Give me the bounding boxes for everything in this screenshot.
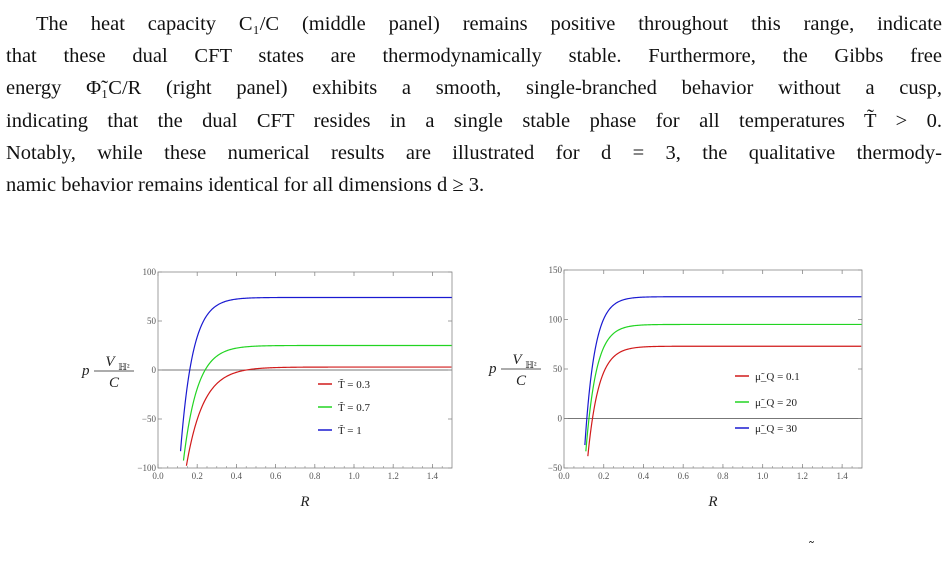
x-tick-label: 1.2 [388,471,399,481]
y-tick-label: −100 [137,463,156,473]
svg-text:ℍ²: ℍ² [525,360,537,370]
paragraph-line-1: The heat capacity C₁/C (middle panel) re… [36,13,942,35]
series-line-1 [587,345,862,457]
x-tick-label: 1.0 [348,471,360,481]
x-tick-label: 0.8 [717,471,729,481]
x-axis-label: R [707,494,717,510]
y-axis-label: pV ℍ² C [488,352,541,389]
paragraph-line-6: namic behavior remains identical for all… [6,174,485,197]
svg-text:C: C [516,373,527,389]
paragraph-line-3: energy Φ̃₁C/R (right panel) exhibits a s… [6,77,942,100]
x-tick-label: 0.6 [270,471,282,481]
svg-text:p: p [488,361,497,377]
x-axis-label: R [299,494,309,510]
svg-text:p: p [81,363,90,379]
x-tick-label: 0.4 [638,471,650,481]
plot-2: 0.0 0.2 0.4 0.6 0.8 1.0 1.2 1.4 150 100 50 0 −50 RpV ℍ… [488,265,863,510]
series-line-2 [585,323,862,452]
x-tick-label: 0.8 [309,471,321,481]
x-tick-label: 1.0 [757,471,769,481]
y-tick-label: 150 [549,265,563,275]
x-tick-label: 0.6 [678,471,690,481]
legend-label: μ̃_Q = 20 [755,397,798,409]
body-paragraph: The heat capacity C₁/C (middle panel) re… [6,8,942,201]
svg-text:C: C [109,375,120,391]
y-tick-label: 100 [143,267,157,277]
legend-label: μ̃_Q = 30 [755,423,798,435]
y-tick-label: −50 [142,414,157,424]
series-line-3 [179,296,452,452]
series-line-1 [185,366,452,466]
series-line-2 [182,344,452,461]
x-tick-label: 1.4 [837,471,849,481]
y-tick-label: 0 [558,414,563,424]
x-tick-label: 1.4 [427,471,439,481]
y-tick-label: 100 [549,315,563,325]
plot-1: 0.0 0.2 0.4 0.6 0.8 1.0 1.2 1.4 100 50 0 −50 −100 RpV… [81,267,453,510]
y-tick-label: 50 [147,316,157,326]
x-tick-label: 0.4 [231,471,243,481]
paragraph-line-4: indicating that the dual CFT resides in … [6,109,942,132]
x-tick-label: 0.0 [558,471,570,481]
y-tick-label: 50 [553,364,563,374]
y-tick-label: 0 [152,365,157,375]
legend-label: T̃ = 1 [338,424,362,437]
caption-fragment: ˜ [808,540,815,556]
paragraph-line-2: that these dual CFT states are thermodyn… [6,45,942,68]
x-tick-label: 0.2 [192,471,203,481]
legend-label: T̃ = 0.3 [338,378,370,391]
series-line-3 [584,296,862,446]
paragraph-line-5: Notably, while these numerical results a… [6,141,942,164]
x-tick-label: 0.0 [152,471,164,481]
x-tick-label: 0.2 [598,471,609,481]
svg-text:V: V [512,352,523,368]
legend-label: T̃ = 0.7 [338,401,370,414]
y-axis-label: pV ℍ² C [81,354,134,391]
svg-text:ℍ²: ℍ² [118,362,130,372]
legend-label: μ̃_Q = 0.1 [755,371,800,383]
svg-text:V: V [105,354,116,370]
y-tick-label: −50 [548,463,563,473]
x-tick-label: 1.2 [797,471,808,481]
plot-frame [563,269,863,469]
